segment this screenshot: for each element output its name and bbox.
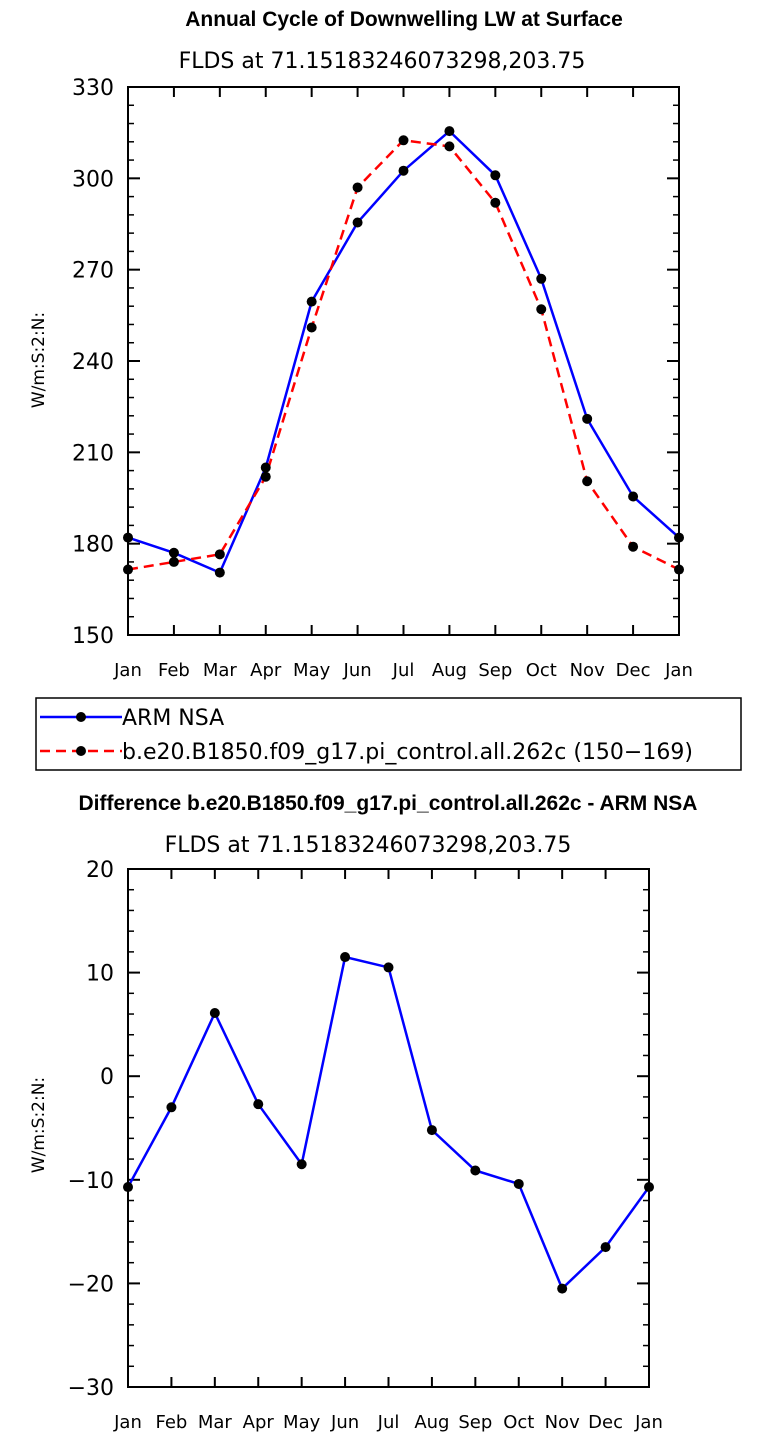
chart-1-series-0-point: [168, 547, 179, 558]
chart-1-x-tick-label: Aug: [432, 660, 467, 681]
chart-1-series-0-point: [352, 217, 363, 228]
chart-1-x-tick-label: Jan: [664, 660, 693, 681]
legend-marker-model: [76, 746, 86, 756]
chart-1-series-1-point: [490, 197, 501, 208]
chart-1-series-1-point: [306, 322, 317, 333]
chart-1-series-1-point: [628, 541, 639, 552]
chart-1-series-1-point: [444, 141, 455, 152]
chart-2-x-tick-label: Jan: [634, 1412, 663, 1433]
chart-2-y-axis-label: W/m:S:2:N:: [29, 1077, 49, 1173]
chart-1-series-0-point: [214, 567, 225, 578]
chart-2-series-0-point: [470, 1165, 481, 1176]
chart-2-x-tick-label: Jun: [330, 1412, 359, 1433]
chart-2-y-tick-label: −30: [68, 1376, 114, 1401]
chart-1-title: Annual Cycle of Downwelling LW at Surfac…: [185, 8, 623, 31]
chart-2-x-tick-label: Mar: [198, 1412, 233, 1433]
chart-2-series-line-0: [126, 955, 651, 1291]
chart-2-x-tick-label: Sep: [458, 1412, 492, 1433]
chart-2-series-0-point: [296, 1159, 307, 1170]
chart-1-series-0-point: [628, 491, 639, 502]
chart-1-series-0-point: [260, 462, 271, 473]
legend-label-model: b.e20.B1850.f09_g17.pi_control.all.262c …: [122, 740, 693, 765]
annual-cycle-chart: Annual Cycle of Downwelling LW at Surfac…: [29, 8, 693, 681]
legend-marker-arm-nsa: [76, 712, 86, 722]
chart-1-series-0-point: [398, 165, 409, 176]
chart-2-y-tick-label: 0: [100, 1065, 114, 1090]
chart-1-y-tick-label: 270: [72, 259, 114, 284]
chart-2-y-tick-label: 10: [86, 962, 114, 987]
chart-1-x-tick-label: Nov: [570, 660, 605, 681]
chart-2-series-0-point: [340, 952, 351, 963]
legend-label-arm-nsa: ARM NSA: [122, 706, 224, 731]
chart-1-series-1-point: [398, 135, 409, 146]
chart-2-x-tick-label: Jul: [377, 1412, 400, 1433]
chart-1-series-0-point: [490, 170, 501, 181]
chart-1-y-tick-label: 210: [72, 441, 114, 466]
chart-2-series-0-point: [557, 1283, 568, 1294]
chart-2-series-0-point: [253, 1099, 264, 1110]
chart-1-x-tick-label: Jan: [113, 660, 142, 681]
chart-2-y-tick-label: 20: [86, 858, 114, 883]
chart-2-x-tick-label: Dec: [588, 1412, 623, 1433]
chart-1-x-tick-label: Oct: [526, 660, 557, 681]
chart-1-x-tick-label: May: [293, 660, 331, 681]
chart-2-series-0-point: [209, 1008, 220, 1019]
chart-2-x-tick-label: Apr: [243, 1412, 275, 1433]
chart-1-y-tick-label: 330: [72, 76, 114, 101]
chart-1-series-1-point: [214, 549, 225, 560]
chart-1-series-0-point: [444, 126, 455, 137]
chart-2-series-0-point: [600, 1242, 611, 1253]
chart-2-y-tick-label: −20: [68, 1272, 114, 1297]
chart-1-series-0-point: [582, 413, 593, 424]
chart-1-y-tick-label: 150: [72, 624, 114, 649]
chart-1-x-tick-label: Jun: [343, 660, 372, 681]
chart-2-x-tick-label: May: [283, 1412, 321, 1433]
chart-1-plot-frame: [127, 86, 680, 636]
chart-2-series-0-point: [426, 1125, 437, 1136]
chart-1-y-tick-label: 240: [72, 350, 114, 375]
chart-2-x-tick-label: Aug: [414, 1412, 449, 1433]
chart-1-y-tick-label: 300: [72, 167, 114, 192]
chart-1-x-tick-label: Sep: [478, 660, 512, 681]
chart-2-x-tick-label: Oct: [503, 1412, 534, 1433]
legend-box: [35, 697, 742, 771]
chart-1-y-tick-label: 180: [72, 533, 114, 558]
chart-1-series-line-0: [127, 129, 680, 575]
chart-1-series-line-1: [127, 138, 680, 571]
chart-2-series-0-point: [166, 1102, 177, 1113]
chart-1-series-0-point: [306, 296, 317, 307]
chart-1-x-tick-label: Feb: [158, 660, 190, 681]
chart-1-subtitle: FLDS at 71.15183246073298,203.75: [179, 49, 586, 74]
chart-2-title: Difference b.e20.B1850.f09_g17.pi_contro…: [79, 792, 698, 815]
chart-1-series-0-point: [536, 273, 547, 284]
chart-2-x-tick-label: Feb: [155, 1412, 187, 1433]
chart-1-series-1-point: [536, 304, 547, 315]
chart-1-series-1-point: [352, 182, 363, 193]
chart-1-x-tick-label: Dec: [616, 660, 651, 681]
chart-1-series-1-point: [168, 556, 179, 567]
chart-1-series-1-point: [260, 471, 271, 482]
chart-2-subtitle: FLDS at 71.15183246073298,203.75: [165, 833, 572, 858]
chart-1-y-axis-label: W/m:S:2:N:: [29, 312, 49, 408]
legend: ARM NSA b.e20.B1850.f09_g17.pi_control.a…: [35, 697, 742, 771]
chart-1-series-1-point: [582, 476, 593, 487]
chart-2-x-tick-label: Jan: [113, 1412, 142, 1433]
chart-2-x-tick-label: Nov: [545, 1412, 580, 1433]
chart-2-y-tick-label: −10: [68, 1169, 114, 1194]
chart-2-series-0-point: [383, 962, 394, 973]
chart-1-x-tick-label: Apr: [250, 660, 282, 681]
chart-2-plot-frame: [127, 868, 650, 1388]
difference-chart: Difference b.e20.B1850.f09_g17.pi_contro…: [29, 792, 697, 1433]
chart-1-x-tick-label: Jul: [392, 660, 415, 681]
chart-2-series-0-point: [513, 1178, 524, 1189]
chart-1-x-tick-label: Mar: [203, 660, 238, 681]
